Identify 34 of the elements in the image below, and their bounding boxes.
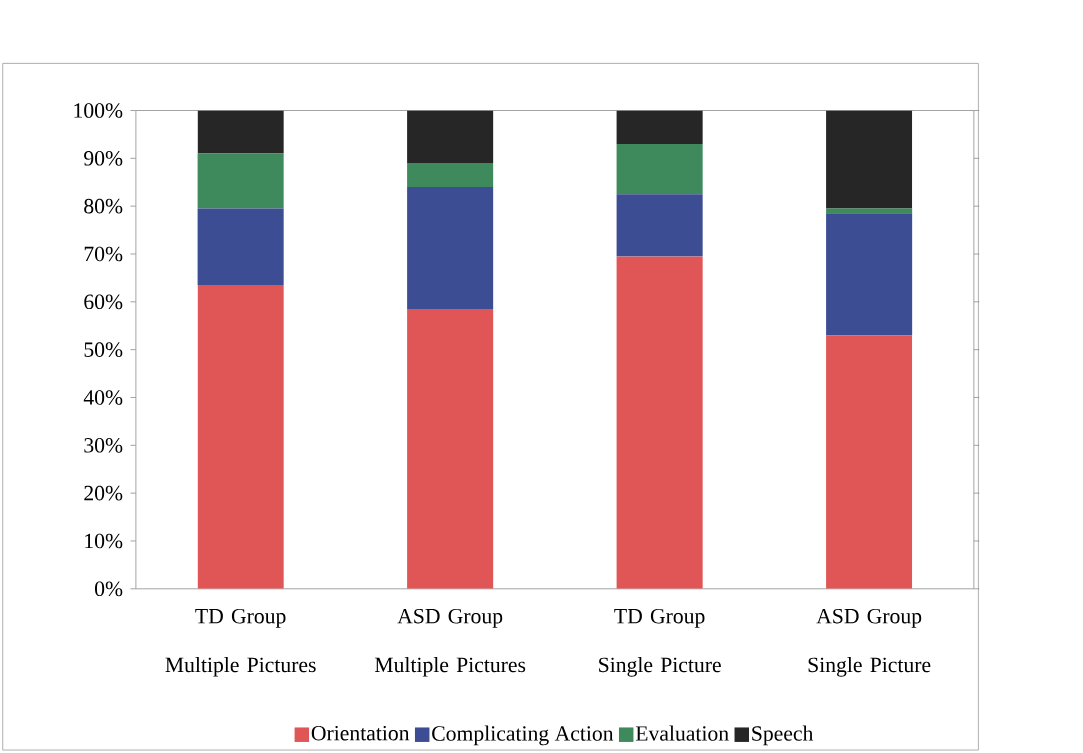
category-label: ASD Group Single Picture xyxy=(808,609,931,677)
bar xyxy=(826,335,913,589)
y-tick-label: 60% xyxy=(84,294,123,310)
bar xyxy=(407,309,494,589)
bar xyxy=(197,110,284,154)
y-tick-label: 20% xyxy=(84,485,123,501)
legend-label: Complicating Action xyxy=(432,725,614,746)
y-tick-label: 40% xyxy=(83,390,123,405)
bar xyxy=(826,110,913,209)
bar xyxy=(616,110,703,145)
category-label: TD Group Multiple Pictures xyxy=(165,609,316,677)
bar xyxy=(616,194,703,257)
y-tick-label: 90% xyxy=(84,151,123,166)
category-label: ASD Group Multiple Pictures xyxy=(374,609,526,677)
y-tick-label: 70% xyxy=(84,246,123,262)
legend-label: Orientation xyxy=(311,726,410,741)
y-tick-label: 50% xyxy=(84,342,123,358)
bar xyxy=(197,285,284,589)
y-tick-label: 0% xyxy=(95,581,123,597)
category-label: TD Group Single Picture xyxy=(599,609,721,677)
bar xyxy=(197,208,284,286)
bar xyxy=(407,163,494,188)
bar xyxy=(407,110,494,164)
legend-label: Speech xyxy=(752,725,814,746)
bar xyxy=(407,187,494,310)
legend-label: Evaluation xyxy=(635,725,729,741)
y-tick-label: 80% xyxy=(84,198,123,214)
bar xyxy=(826,213,913,336)
y-tick-label: 30% xyxy=(84,438,123,453)
bar xyxy=(197,153,284,209)
bar xyxy=(616,144,703,195)
y-tick-label: 100% xyxy=(74,103,123,118)
y-tick-label: 10% xyxy=(85,533,123,549)
bar xyxy=(616,256,703,589)
